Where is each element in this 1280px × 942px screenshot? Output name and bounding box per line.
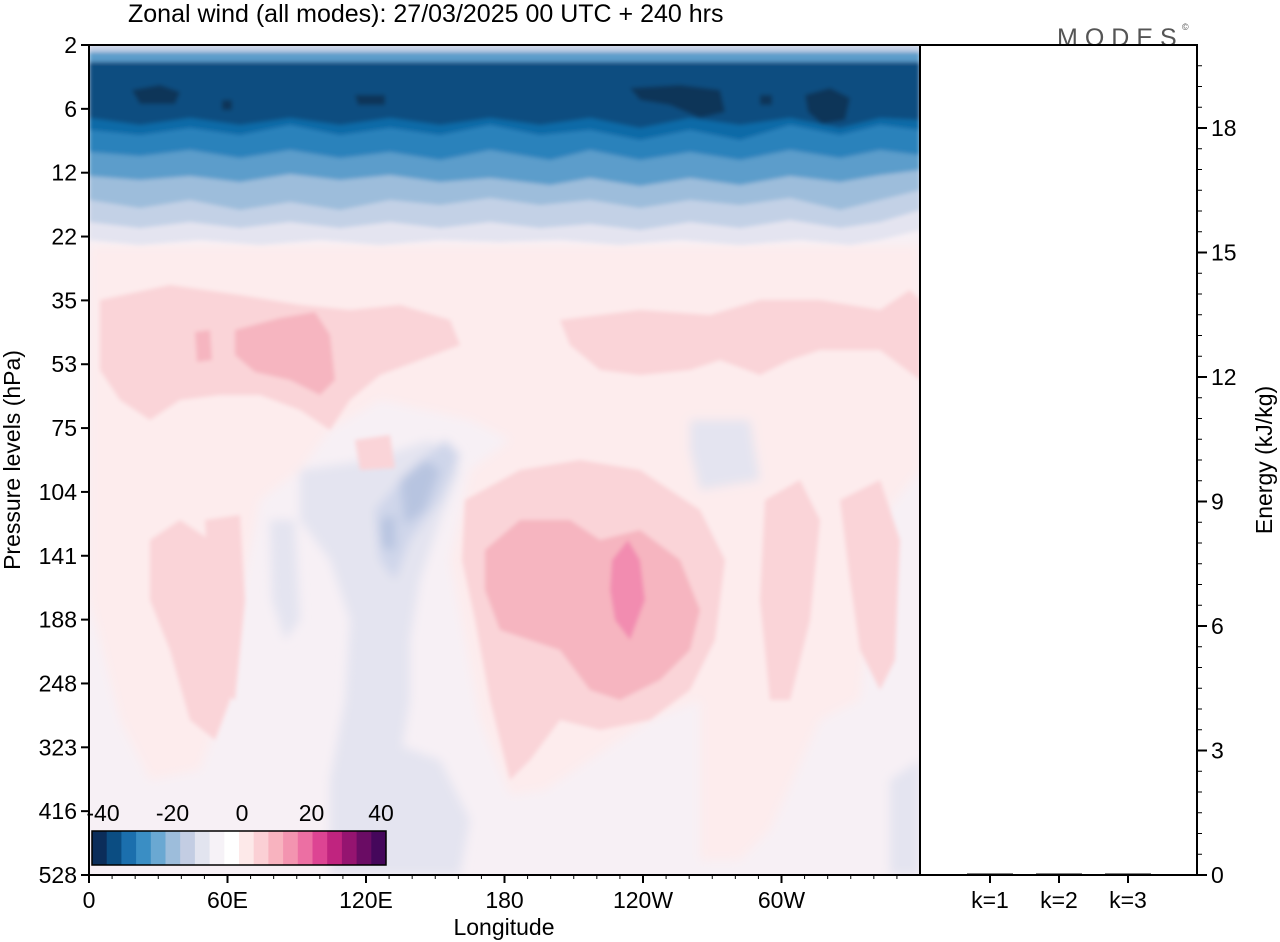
dark-core-5 <box>760 95 772 105</box>
upper-field-blobs <box>100 285 920 780</box>
pos-center-strong <box>485 520 700 700</box>
colorbar-swatch <box>283 831 299 865</box>
pos-band-far-right <box>840 480 900 690</box>
pos-strong-upper-left <box>235 312 335 395</box>
y-tick-label: 2 <box>64 32 77 58</box>
pos-band-lower-left2 <box>205 515 245 700</box>
colorbar-swatch <box>180 831 196 865</box>
energy-bar <box>1036 873 1082 875</box>
y-tick-label: 188 <box>39 607 77 633</box>
dark-core-4 <box>355 95 385 105</box>
energy-bars: k=1 k=2 k=3 <box>967 873 1151 913</box>
colorbar-swatch <box>194 831 211 865</box>
x-tick-label: 120E <box>339 887 393 913</box>
colorbar-swatch <box>106 831 122 865</box>
colorbar-swatch <box>268 831 284 865</box>
energy-y-tick-label: 18 <box>1211 115 1237 141</box>
y-tick-label: 528 <box>39 862 77 888</box>
colorbar-swatch <box>327 831 343 865</box>
colorbar-label: 20 <box>299 800 325 826</box>
y-tick-label: 6 <box>64 96 77 122</box>
neg-mid-right <box>690 420 760 490</box>
energy-y-tick-label: 3 <box>1211 738 1224 764</box>
blue-bands <box>89 45 920 245</box>
x-axis-label: Longitude <box>453 914 554 940</box>
logo-mark: © <box>1182 22 1189 32</box>
colorbar-label: -40 <box>86 800 119 826</box>
colorbar-swatch <box>356 831 372 865</box>
y-tick-label: 53 <box>51 351 77 377</box>
colorbar-swatch <box>165 831 181 865</box>
energy-y-tick-label: 0 <box>1211 862 1224 888</box>
dark-core-2 <box>630 85 725 118</box>
colorbar-swatch <box>136 831 152 865</box>
pos-center-max <box>610 540 645 640</box>
energy-bar <box>1105 873 1151 875</box>
colorbar-swatch <box>209 831 225 865</box>
y-tick-label: 22 <box>51 224 77 250</box>
pos-strong-speck <box>195 330 212 362</box>
energy-y-tick-label: 12 <box>1211 364 1237 390</box>
x-tick-label: 180 <box>485 887 523 913</box>
energy-x-tick-label: k=2 <box>1040 887 1078 913</box>
wind-field <box>89 45 920 875</box>
x-tick-label: 60W <box>758 887 806 913</box>
dark-core-6 <box>222 100 232 110</box>
y-tick-label: 248 <box>39 670 77 696</box>
energy-bar <box>967 873 1013 875</box>
band-blue6 <box>89 62 920 128</box>
energy-y-tick-label: 6 <box>1211 613 1224 639</box>
top-light-strip <box>89 45 920 52</box>
colorbar-swatch <box>312 831 328 865</box>
dark-core-1 <box>132 85 180 104</box>
neg-core <box>400 460 440 525</box>
x-tick-label: 60E <box>207 887 248 913</box>
x-tick-label: 120W <box>613 887 673 913</box>
neg-light-region <box>300 440 460 875</box>
energy-y-tick-label: 15 <box>1211 240 1237 266</box>
y-tick-label: 35 <box>51 287 77 313</box>
energy-axis-label: Energy (kJ/kg) <box>1251 386 1277 534</box>
colorbar-swatch <box>253 831 269 865</box>
neg-bottom-right <box>890 760 920 875</box>
chart-title: Zonal wind (all modes): 27/03/2025 00 UT… <box>128 0 723 28</box>
colorbar-swatch <box>371 831 387 865</box>
y-tick-label: 104 <box>39 479 78 505</box>
y-tick-label: 416 <box>39 798 77 824</box>
y-tick-label: 75 <box>51 415 77 441</box>
colorbar-label: 40 <box>368 800 394 826</box>
dark-core-3 <box>805 88 850 124</box>
colorbar-frame <box>91 830 387 866</box>
top-blue-strip <box>89 52 920 62</box>
colorbar-swatch <box>224 831 240 865</box>
neg-bottom-left <box>380 740 470 875</box>
y-tick-label: 323 <box>39 734 77 760</box>
colorbar-label: 0 <box>236 800 249 826</box>
pos-band-upper-right <box>560 290 920 380</box>
x-tick-label: 0 <box>83 887 96 913</box>
energy-panel-frame <box>919 44 1198 876</box>
colorbar-swatch <box>121 831 137 865</box>
neg-mid-left <box>270 520 300 640</box>
y-tick-label: 141 <box>39 543 77 569</box>
colorbar-swatch <box>150 831 166 865</box>
pos-band-lower-right <box>760 480 820 700</box>
energy-x-tick-label: k=1 <box>971 887 1009 913</box>
colorbar-swatch <box>341 831 358 865</box>
colorbar: -40 -20 0 20 40 <box>86 800 394 866</box>
energy-x-tick-label: k=3 <box>1109 887 1147 913</box>
y-axis-label: Pressure levels (hPa) <box>0 350 25 570</box>
colorbar-swatch <box>239 831 255 865</box>
energy-y-tick-label: 9 <box>1211 489 1224 515</box>
colorbar-swatch <box>297 831 313 865</box>
energy-axes: 0 3 6 9 12 15 18 <box>1197 65 1237 888</box>
colorbar-label: -20 <box>156 800 189 826</box>
neg-core-small <box>380 515 395 550</box>
colorbar-swatch <box>92 831 108 865</box>
y-tick-label: 12 <box>51 160 77 186</box>
pos-band-small-left <box>355 435 395 470</box>
